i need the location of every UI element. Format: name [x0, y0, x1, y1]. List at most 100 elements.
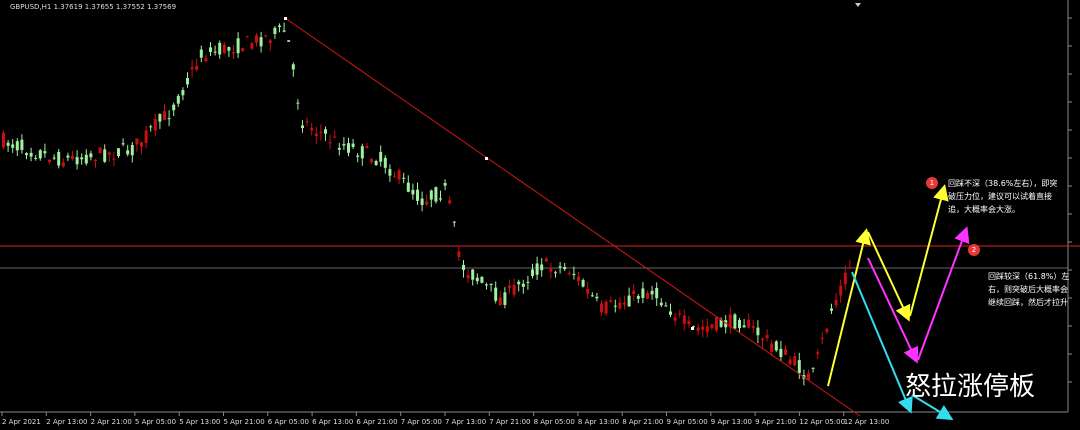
scenario-arrows: [827, 184, 970, 421]
candle-body: [512, 284, 516, 295]
candle-body: [75, 157, 79, 165]
candle-body: [310, 127, 314, 131]
time-label: 12 Apr 13:00: [844, 418, 890, 426]
annotation-text: 回踩较深（61.8%）左右，则突破后大概率会继续回踩，然后才拉升: [988, 272, 1070, 307]
candle-body: [333, 136, 337, 138]
candle-body: [255, 35, 258, 43]
candle-body: [11, 144, 15, 148]
candle-body: [531, 269, 534, 276]
arrow: [867, 257, 919, 364]
candle-body: [646, 292, 649, 299]
candle-body: [112, 158, 116, 160]
time-label: 9 Apr 21:00: [755, 418, 796, 426]
candle-body: [618, 302, 622, 309]
candle-body: [774, 341, 778, 351]
candle-body: [121, 143, 125, 145]
candle-body: [595, 296, 599, 299]
time-label: 5 Apr 21:00: [224, 418, 265, 426]
candle-body: [715, 317, 718, 331]
candle-body: [402, 177, 406, 179]
candle-body: [443, 183, 447, 186]
trend-line: [284, 17, 861, 417]
candle-body: [406, 182, 410, 192]
candle-body: [43, 151, 47, 154]
candle-body: [328, 142, 332, 144]
candle-body: [268, 40, 272, 43]
candle-body: [540, 264, 544, 271]
candle-body: [218, 42, 222, 55]
candle-body: [765, 335, 769, 338]
candle-body: [508, 285, 511, 288]
time-label: 12 Apr 05:00: [799, 418, 845, 426]
trend-anchor: [485, 157, 488, 160]
candle-body: [163, 111, 166, 121]
candle-body: [190, 67, 194, 70]
candle-body: [144, 130, 148, 143]
candle-body: [581, 280, 585, 287]
arrow: [909, 184, 949, 317]
candle-body: [738, 320, 741, 329]
candle-body: [788, 359, 792, 364]
time-label: 6 Apr 21:00: [356, 418, 397, 426]
candle-body: [793, 356, 797, 366]
time-label: 9 Apr 13:00: [711, 418, 752, 426]
candle-body: [452, 221, 456, 223]
arrow: [827, 228, 871, 387]
watermark: 怒拉涨停板: [905, 372, 1036, 402]
time-label: 5 Apr 13:00: [179, 418, 220, 426]
candle-body: [117, 148, 120, 157]
candle-body: [567, 272, 571, 274]
annotation-number: 1: [926, 177, 938, 189]
candle-body: [388, 169, 392, 176]
candle-body: [448, 200, 452, 204]
candle-body: [544, 258, 548, 262]
time-label: 7 Apr 21:00: [489, 418, 530, 426]
candle-body: [475, 277, 479, 282]
candle-body: [843, 272, 847, 285]
candle-body: [213, 51, 217, 53]
candle-body: [61, 162, 65, 167]
candle-body: [236, 38, 240, 54]
candle-body: [370, 159, 373, 163]
candle-body: [526, 281, 530, 283]
candle-body: [733, 314, 737, 329]
candle-body: [825, 328, 829, 332]
candle-body: [301, 125, 304, 129]
time-label: 2 Apr 21:00: [91, 418, 132, 426]
candle-body: [383, 157, 387, 168]
candle-body: [103, 149, 107, 162]
candle-body: [80, 157, 84, 160]
candle-body: [554, 272, 557, 274]
time-label: 7 Apr 13:00: [445, 418, 486, 426]
candle-body: [360, 146, 364, 159]
candle-body: [701, 326, 705, 330]
candle-body: [682, 315, 686, 324]
annotation-number: 2: [968, 244, 980, 256]
candle-body: [89, 153, 93, 158]
candle-body: [664, 305, 668, 307]
time-label: 2 Apr 13:00: [46, 418, 87, 426]
candle-body: [250, 43, 254, 49]
candle-body: [29, 152, 33, 157]
candle-body: [498, 297, 502, 306]
candle-body: [425, 201, 429, 205]
candle-body: [337, 147, 341, 150]
candle-body: [227, 47, 231, 51]
candle-body: [232, 52, 235, 54]
candle-body: [779, 348, 783, 357]
candle-body: [558, 266, 562, 268]
candle-body: [462, 264, 465, 270]
candle-body: [761, 338, 764, 341]
candle-body: [434, 187, 438, 202]
candle-body: [719, 319, 723, 327]
candle-body: [756, 327, 760, 336]
candle-body: [241, 48, 245, 51]
candle-body: [742, 325, 746, 328]
candle-body: [696, 327, 700, 331]
candle-body: [167, 118, 171, 120]
candle-body: [848, 266, 852, 269]
candle-body: [466, 275, 470, 279]
candle-body: [374, 161, 378, 165]
